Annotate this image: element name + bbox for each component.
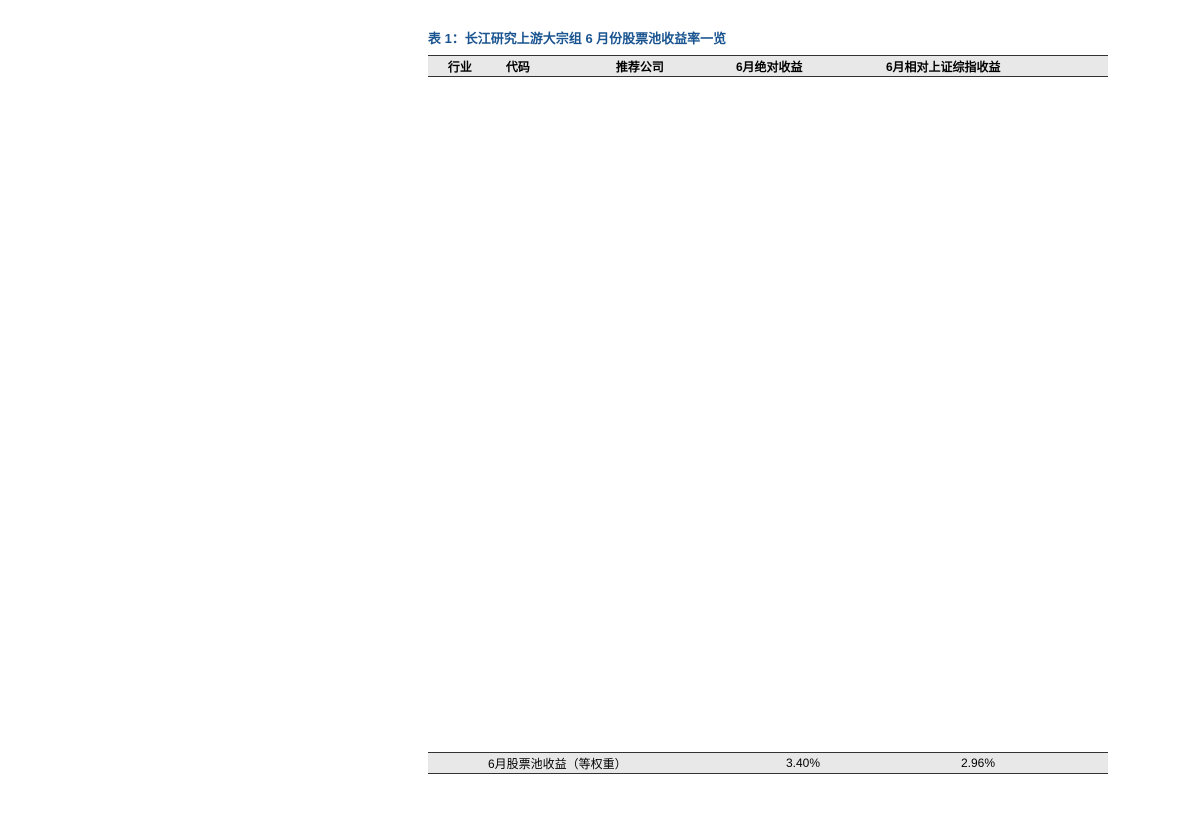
header-company: 推荐公司 bbox=[608, 58, 728, 75]
header-code: 代码 bbox=[498, 58, 608, 75]
header-absolute-return: 6月绝对收益 bbox=[728, 58, 878, 75]
table-container: 行业 代码 推荐公司 6月绝对收益 6月相对上证综指收益 6月股票池收益（等权重… bbox=[428, 55, 1108, 774]
header-relative-return: 6月相对上证综指收益 bbox=[878, 58, 1078, 75]
table-body-empty bbox=[428, 77, 1108, 752]
footer-absolute-value: 3.40% bbox=[728, 756, 878, 770]
table-title: 表 1：长江研究上游大宗组 6 月份股票池收益率一览 bbox=[428, 28, 1108, 47]
header-industry: 行业 bbox=[428, 58, 498, 75]
table-header-row: 行业 代码 推荐公司 6月绝对收益 6月相对上证综指收益 bbox=[428, 55, 1108, 77]
content-area: 表 1：长江研究上游大宗组 6 月份股票池收益率一览 行业 代码 推荐公司 6月… bbox=[428, 28, 1108, 774]
table-footer-row: 6月股票池收益（等权重） 3.40% 2.96% bbox=[428, 752, 1108, 774]
footer-label: 6月股票池收益（等权重） bbox=[428, 755, 728, 772]
footer-relative-value: 2.96% bbox=[878, 756, 1078, 770]
